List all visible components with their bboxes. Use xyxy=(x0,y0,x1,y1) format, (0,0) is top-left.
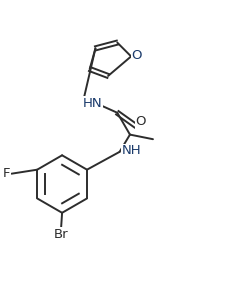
Text: F: F xyxy=(3,167,10,180)
Text: HN: HN xyxy=(82,97,102,110)
Text: O: O xyxy=(135,115,145,128)
Text: NH: NH xyxy=(121,144,140,157)
Text: O: O xyxy=(131,49,142,62)
Text: Br: Br xyxy=(54,228,68,241)
